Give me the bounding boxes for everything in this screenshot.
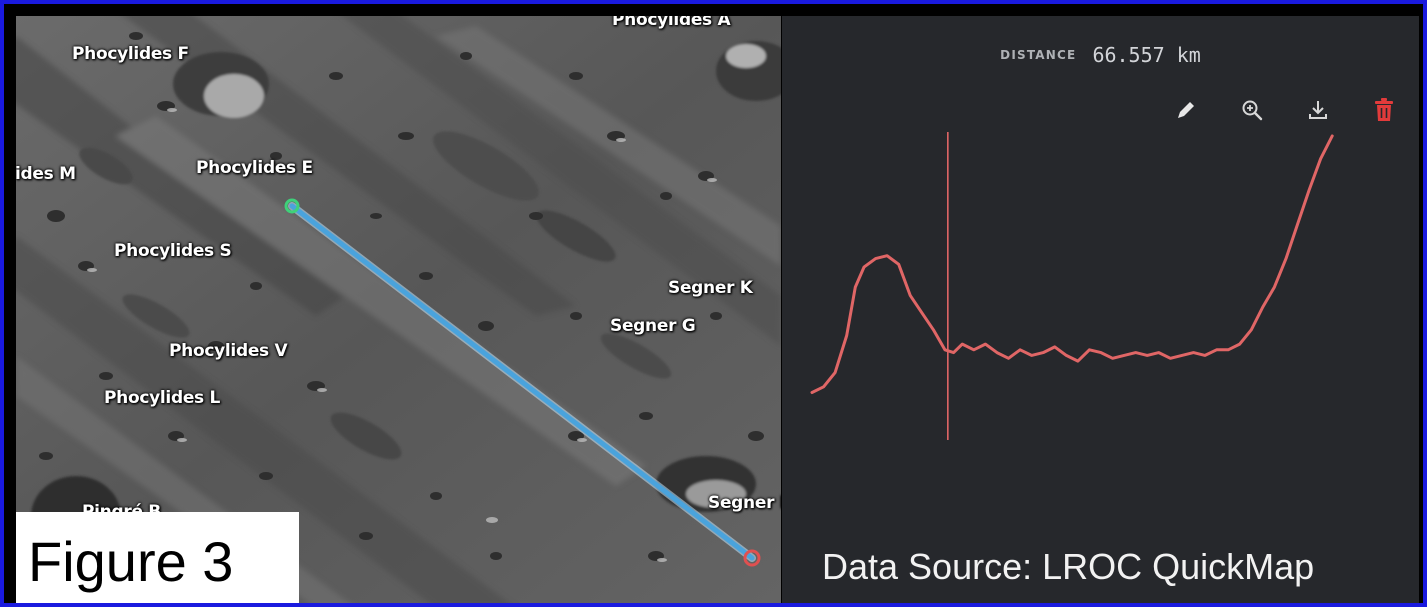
data-source-label: Data Source: LROC QuickMap	[822, 546, 1315, 587]
edit-button[interactable]	[1172, 96, 1200, 124]
track-start-marker[interactable]	[284, 198, 300, 214]
map-label-phocylides-v: Phocylides V	[169, 341, 288, 361]
elevation-profile-panel: DISTANCE 66.557 km Data Source: LROC Quic…	[782, 16, 1419, 607]
distance-readout: DISTANCE 66.557 km	[782, 43, 1419, 67]
map-label-phocylides-s: Phocylides S	[114, 241, 232, 261]
track-end-marker[interactable]	[743, 549, 761, 567]
pencil-icon	[1178, 102, 1194, 118]
map-label-phocylides-e: Phocylides E	[196, 158, 313, 178]
profile-line	[810, 134, 1334, 394]
elevation-profile-chart[interactable]	[782, 16, 1419, 607]
map-label-segner-k: Segner K	[668, 278, 753, 298]
map-label-phocylides-m: ides M	[16, 164, 76, 184]
map-label-segner-partial: Segner I	[708, 493, 781, 513]
map-label-phocylides-f: Phocylides F	[72, 44, 189, 64]
map-label-segner-g: Segner G	[610, 316, 696, 336]
distance-value: 66.557 km	[1092, 43, 1201, 67]
trash-icon	[1375, 98, 1393, 121]
distance-label: DISTANCE	[1000, 48, 1077, 62]
download-icon	[1309, 101, 1327, 119]
map-label-phocylides-a: Phocylides A	[612, 16, 731, 30]
map-label-phocylides-l: Phocylides L	[104, 388, 221, 408]
zoom-in-icon	[1242, 100, 1263, 121]
figure-label: Figure 3	[16, 512, 299, 603]
delete-button[interactable]	[1370, 96, 1398, 124]
measurement-track[interactable]	[16, 16, 781, 607]
download-button[interactable]	[1304, 96, 1332, 124]
zoom-button[interactable]	[1238, 96, 1266, 124]
